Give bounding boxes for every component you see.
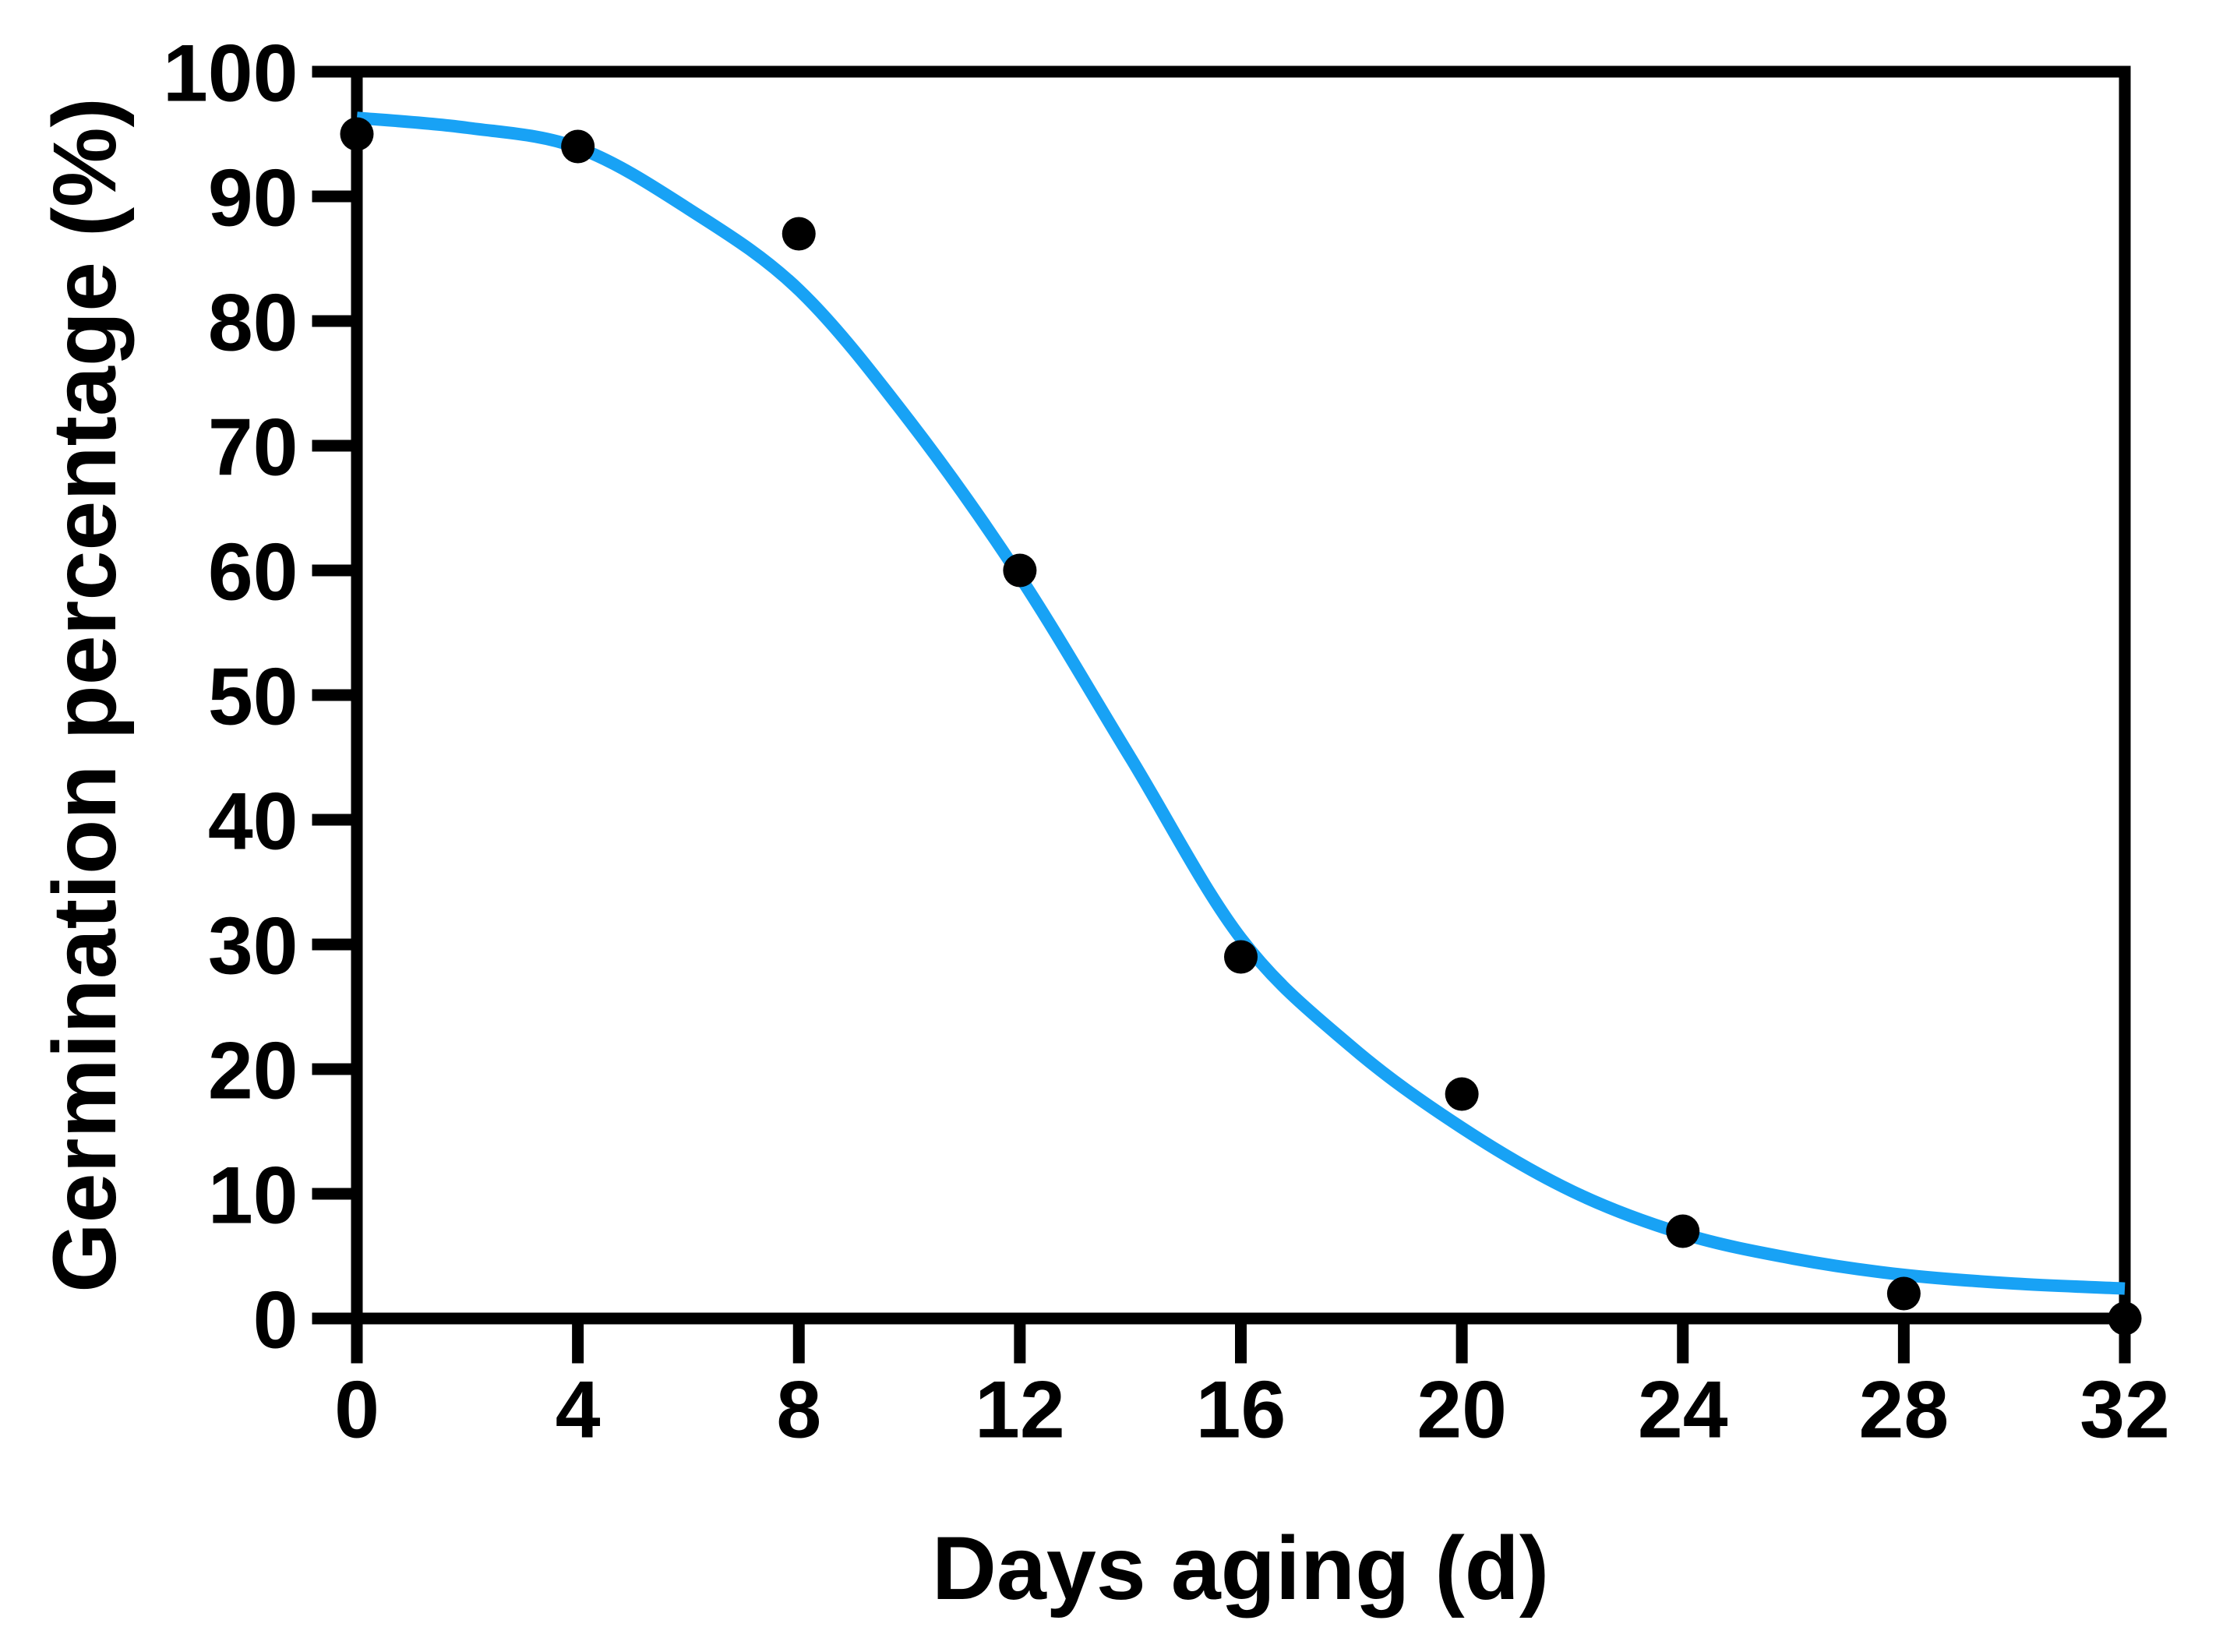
y-tick-label: 90 (208, 153, 298, 243)
y-tick-label: 40 (208, 776, 298, 867)
y-tick-label: 60 (208, 527, 298, 617)
x-axis-tick-labels: 0 4 8 12 16 20 24 28 32 (334, 1365, 2170, 1456)
data-point (1666, 1214, 1700, 1248)
fit-curve-layer (356, 111, 2126, 1295)
y-tick-label: 10 (208, 1150, 298, 1241)
x-tick-label: 28 (1859, 1365, 1949, 1456)
plot-frame (351, 65, 2131, 1325)
y-axis-ticks (312, 65, 351, 1325)
data-point (2108, 1301, 2142, 1336)
data-point (340, 117, 374, 151)
y-tick-label: 50 (208, 651, 298, 742)
data-point (1224, 940, 1258, 974)
x-tick-label: 24 (1638, 1365, 1728, 1456)
x-tick-label: 32 (2080, 1365, 2170, 1456)
data-point (561, 129, 595, 164)
y-tick-label: 70 (208, 402, 298, 492)
y-tick-label: 20 (208, 1025, 298, 1116)
x-axis-title: Days aging (d) (932, 1519, 1549, 1618)
y-axis-tick-labels: 0 10 20 30 40 50 60 70 80 90 100 (163, 28, 298, 1365)
data-point (782, 217, 816, 251)
y-tick-label: 100 (163, 28, 298, 118)
x-tick-label: 16 (1196, 1365, 1286, 1456)
x-tick-label: 4 (556, 1365, 601, 1456)
y-tick-label: 0 (253, 1275, 298, 1365)
y-tick-label: 80 (208, 277, 298, 368)
fit-curve (356, 111, 2126, 1295)
y-tick-label: 30 (208, 901, 298, 991)
x-tick-label: 12 (975, 1365, 1065, 1456)
x-tick-label: 20 (1417, 1365, 1507, 1456)
data-point (1003, 553, 1037, 588)
x-tick-label: 8 (776, 1365, 821, 1456)
x-axis-ticks (351, 1324, 2131, 1364)
x-tick-label: 0 (334, 1365, 379, 1456)
data-point (1886, 1276, 1921, 1311)
data-point (1445, 1077, 1479, 1111)
y-axis-title: Germination percentage (%) (35, 97, 135, 1293)
scatter-points-layer (340, 117, 2142, 1336)
